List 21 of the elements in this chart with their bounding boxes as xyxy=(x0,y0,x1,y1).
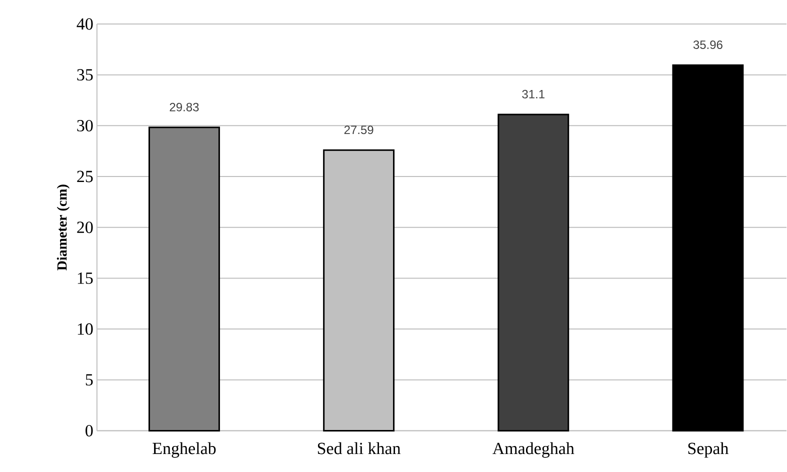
data-label: 31.1 xyxy=(522,90,544,99)
x-tick-label: Amadeghah xyxy=(492,442,574,458)
y-tick-label: 0 xyxy=(86,425,93,437)
bar xyxy=(498,114,570,432)
data-label: 27.59 xyxy=(344,126,374,134)
y-tick-label: 10 xyxy=(78,323,93,335)
y-axis-title: Diameter (cm) xyxy=(56,184,70,271)
x-tick-label: Sepah xyxy=(688,442,728,458)
x-tick-label: Enghelab xyxy=(152,442,216,458)
y-tick-label: 40 xyxy=(76,18,93,30)
y-tick-label: 35 xyxy=(77,69,93,81)
y-tick-label: 5 xyxy=(86,374,93,386)
bar xyxy=(672,64,744,432)
data-label: 35.96 xyxy=(693,40,722,50)
bar xyxy=(148,126,220,432)
x-tick-label: Sed ali khan xyxy=(318,442,401,454)
y-tick-label: 15 xyxy=(78,272,93,284)
y-tick-label: 30 xyxy=(77,120,93,132)
y-tick-label: 25 xyxy=(77,170,93,182)
y-tick-label: 20 xyxy=(77,222,93,234)
data-label: 29.83 xyxy=(170,102,199,112)
